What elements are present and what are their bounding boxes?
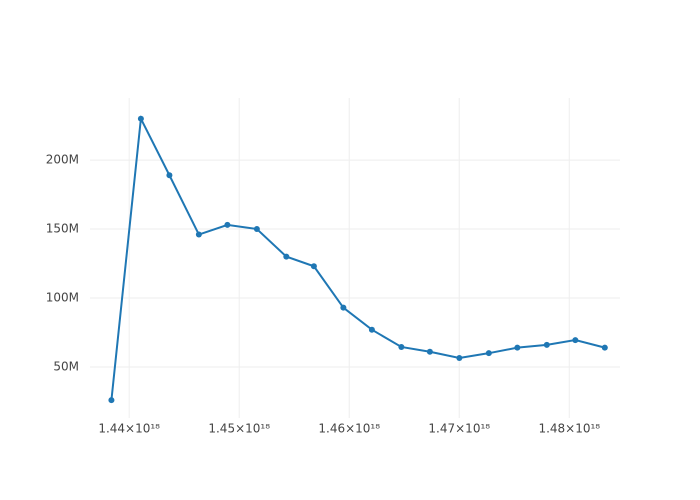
point: [195, 231, 202, 238]
x-tick-label: 1.47×10¹⁸: [428, 422, 490, 436]
point: [426, 348, 433, 355]
point: [108, 397, 115, 404]
y-tick-label: 150M: [46, 222, 79, 236]
point: [224, 221, 231, 228]
y-tick-label: 200M: [46, 153, 79, 167]
y-tick-label: 50M: [53, 359, 79, 373]
point: [368, 326, 375, 333]
x-tick-label: 1.45×10¹⁸: [208, 422, 270, 436]
point: [572, 337, 579, 344]
point: [137, 115, 144, 122]
point: [253, 226, 260, 233]
point: [456, 355, 463, 361]
x-tick-label: 1.46×10¹⁸: [318, 422, 380, 436]
line: [110, 115, 606, 401]
point: [340, 304, 347, 311]
point: [283, 253, 290, 260]
point: [398, 343, 405, 350]
x-tick-label: 1.48×10¹⁸: [538, 422, 600, 436]
point: [166, 172, 173, 179]
point: [601, 344, 608, 351]
y-tick-label: 100M: [46, 291, 79, 305]
x-tick-label: 1.44×10¹⁸: [98, 422, 160, 436]
point: [543, 341, 550, 348]
point: [514, 344, 521, 351]
point: [310, 263, 317, 270]
point: [485, 350, 492, 357]
